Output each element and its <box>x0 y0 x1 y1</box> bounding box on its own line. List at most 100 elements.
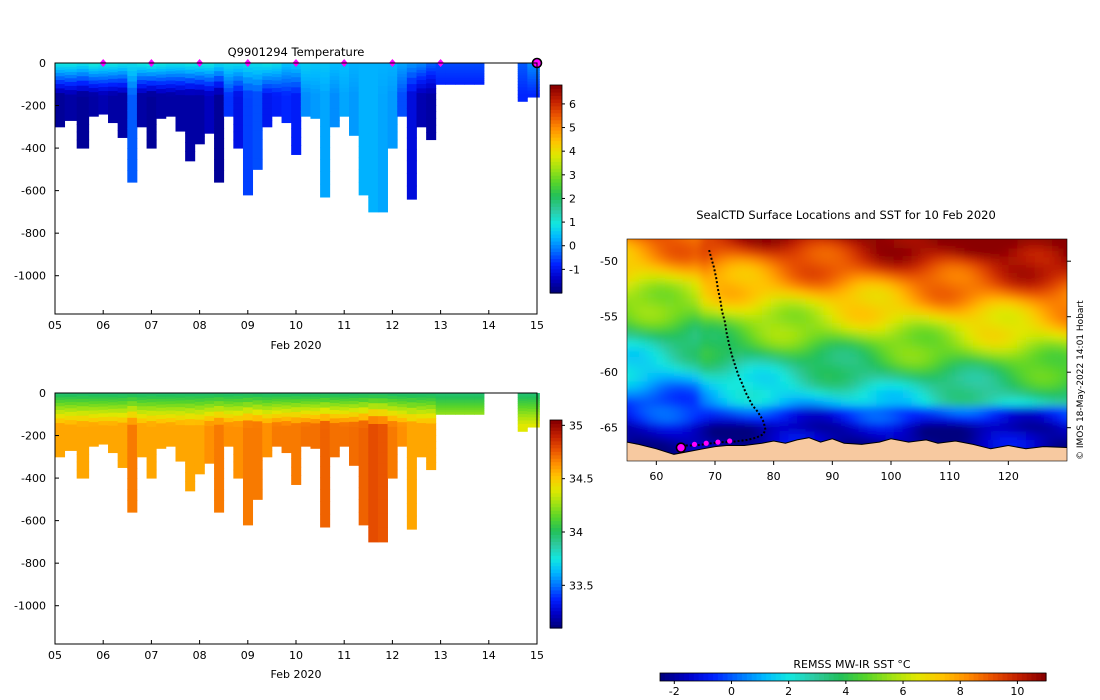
sst-cell <box>920 322 931 332</box>
sst-cell <box>656 280 667 290</box>
profile-cell <box>223 422 234 428</box>
profile-cell <box>339 84 350 89</box>
profile-cell <box>368 416 379 425</box>
sst-cell <box>1025 397 1036 407</box>
sst-cell <box>1017 272 1027 282</box>
sst-cell <box>990 363 1001 374</box>
sst-cell <box>929 322 939 332</box>
sst-cell <box>647 397 658 407</box>
sst-cell <box>1025 388 1036 399</box>
profile-cell <box>416 393 427 396</box>
profile-cell <box>76 394 90 397</box>
sst-cell <box>858 263 869 274</box>
sst-cell <box>876 247 887 257</box>
profile-cell <box>339 92 350 98</box>
sst-cell <box>814 239 825 249</box>
sst-cell <box>1017 388 1027 399</box>
sst-cell <box>629 330 640 340</box>
sst-cell <box>946 322 957 332</box>
profile-cell <box>127 401 138 407</box>
sst-cell <box>1025 330 1036 340</box>
sst-cell <box>981 288 992 299</box>
sst-cell <box>1025 355 1036 365</box>
sst-cell <box>761 355 772 365</box>
profile-cell <box>252 421 263 429</box>
sst-cell <box>665 388 675 399</box>
sst-cell <box>700 338 711 349</box>
sst-cell <box>1043 388 1054 399</box>
profile-cell <box>271 401 282 405</box>
sst-cell <box>973 430 983 440</box>
sst-colorbar-segment <box>896 673 902 681</box>
sst-cell <box>911 405 922 415</box>
colorbar-segment <box>550 461 562 466</box>
profile-cell <box>108 95 119 102</box>
profile-cell <box>194 393 205 395</box>
profile-cell <box>358 428 369 438</box>
profile-cell <box>445 74 456 77</box>
colorbar-segment <box>550 607 562 612</box>
colorbar-segment <box>550 275 562 280</box>
colorbar-segment <box>550 437 562 442</box>
sst-cell <box>867 280 878 290</box>
profile-cell <box>252 105 263 114</box>
sst-cell <box>629 397 640 407</box>
profile-cell <box>156 427 167 434</box>
profile-cell <box>377 73 388 80</box>
sst-cell <box>902 363 913 374</box>
sst-cell <box>849 413 860 424</box>
profile-cell <box>64 411 78 417</box>
sst-cell <box>990 297 1001 307</box>
sst-cell <box>867 305 878 315</box>
temperature-y-ticks: 0-200-400-600-800-1000 <box>14 57 59 283</box>
profile-cell <box>397 71 408 75</box>
sst-cell <box>937 397 948 407</box>
profile-cell <box>204 126 215 134</box>
sst-cell <box>999 305 1010 315</box>
sst-cell <box>665 347 675 357</box>
profile-cell <box>387 454 398 463</box>
profile-cell <box>397 422 408 428</box>
profile-cell <box>358 77 369 85</box>
sst-cell <box>1052 313 1063 324</box>
profile-cell <box>281 116 292 124</box>
sst-colorbar-segment <box>848 673 854 681</box>
sst-cell <box>955 305 966 315</box>
sst-cell <box>717 280 728 290</box>
sst-cell <box>726 239 737 240</box>
sst-cell <box>1052 397 1063 407</box>
sst-cell <box>1008 322 1019 332</box>
profile-cell <box>474 74 485 77</box>
profile-cell <box>55 402 66 407</box>
sst-cell <box>700 355 711 365</box>
sst-cell <box>692 222 702 231</box>
sst-cell <box>858 322 869 332</box>
sst-cell <box>1061 305 1067 315</box>
sst-cell <box>1034 239 1045 249</box>
sst-cell <box>867 330 878 340</box>
profile-cell <box>349 121 360 129</box>
profile-cell <box>175 395 186 399</box>
sst-cell <box>1061 338 1067 349</box>
sst-cell <box>850 222 860 231</box>
profile-cell <box>108 430 119 437</box>
profile-cell <box>397 410 408 415</box>
sst-cell <box>867 297 878 307</box>
sst-cell <box>946 288 957 299</box>
profile-cell <box>320 98 331 108</box>
sst-cell <box>629 430 640 440</box>
sst-cell <box>894 222 904 231</box>
profile-cell <box>175 393 186 395</box>
profile-cell <box>233 461 244 471</box>
sst-cell <box>770 322 781 332</box>
sst-colorbar-segment <box>983 673 989 681</box>
profile-cell <box>406 515 417 530</box>
sst-cell <box>761 397 772 407</box>
sst-cell <box>1035 222 1045 231</box>
profile-cell <box>426 65 437 69</box>
profile-cell <box>339 410 350 415</box>
sst-cell <box>1034 388 1045 399</box>
profile-cell <box>117 412 128 419</box>
sst-cell <box>973 405 983 415</box>
colorbar-segment <box>550 482 562 487</box>
